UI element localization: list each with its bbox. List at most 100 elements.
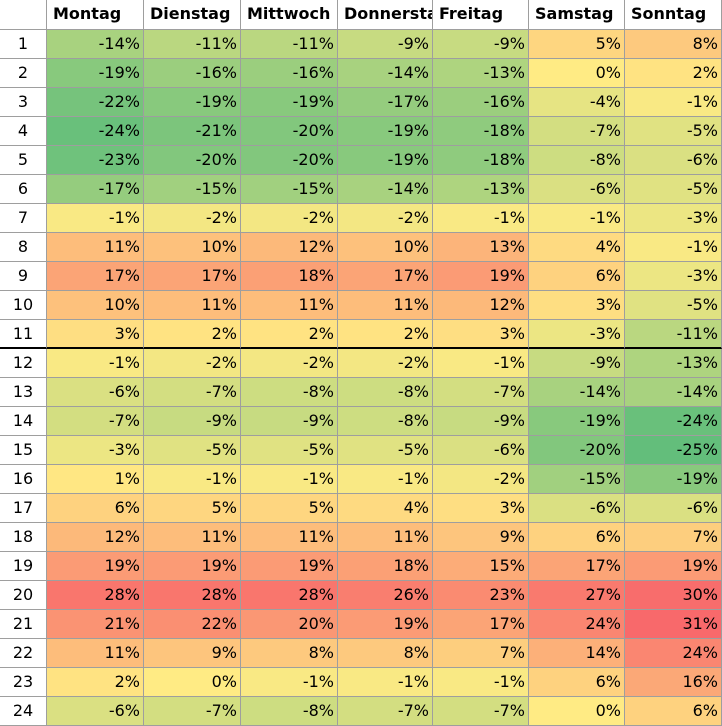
- data-cell[interactable]: 18%: [338, 552, 433, 581]
- data-cell[interactable]: -3%: [47, 436, 144, 465]
- data-cell[interactable]: -6%: [625, 146, 722, 175]
- data-cell[interactable]: 28%: [241, 581, 338, 610]
- row-header[interactable]: 5: [0, 146, 47, 175]
- corner-cell[interactable]: [0, 0, 47, 30]
- data-cell[interactable]: -1%: [338, 465, 433, 494]
- data-cell[interactable]: -18%: [433, 117, 529, 146]
- column-header[interactable]: Donnersta: [338, 0, 433, 30]
- data-cell[interactable]: 3%: [529, 291, 625, 320]
- data-cell[interactable]: 20%: [241, 610, 338, 639]
- data-cell[interactable]: 28%: [47, 581, 144, 610]
- data-cell[interactable]: -5%: [625, 117, 722, 146]
- data-cell[interactable]: -20%: [144, 146, 241, 175]
- data-cell[interactable]: -16%: [433, 88, 529, 117]
- data-cell[interactable]: 3%: [433, 494, 529, 523]
- data-cell[interactable]: 4%: [529, 233, 625, 262]
- data-cell[interactable]: -1%: [529, 204, 625, 233]
- row-header[interactable]: 14: [0, 407, 47, 436]
- data-cell[interactable]: -7%: [433, 697, 529, 726]
- data-cell[interactable]: -7%: [144, 697, 241, 726]
- data-cell[interactable]: -1%: [625, 88, 722, 117]
- data-cell[interactable]: 26%: [338, 581, 433, 610]
- row-header[interactable]: 24: [0, 697, 47, 726]
- data-cell[interactable]: 12%: [47, 523, 144, 552]
- data-cell[interactable]: 21%: [47, 610, 144, 639]
- column-header[interactable]: Sonntag: [625, 0, 722, 30]
- data-cell[interactable]: -25%: [625, 436, 722, 465]
- data-cell[interactable]: 10%: [144, 233, 241, 262]
- data-cell[interactable]: -6%: [47, 378, 144, 407]
- data-cell[interactable]: -7%: [338, 697, 433, 726]
- data-cell[interactable]: 30%: [625, 581, 722, 610]
- data-cell[interactable]: 19%: [338, 610, 433, 639]
- data-cell[interactable]: -7%: [47, 407, 144, 436]
- data-cell[interactable]: 16%: [625, 668, 722, 697]
- data-cell[interactable]: 0%: [529, 59, 625, 88]
- data-cell[interactable]: -9%: [529, 349, 625, 378]
- data-cell[interactable]: 11%: [241, 291, 338, 320]
- data-cell[interactable]: 10%: [338, 233, 433, 262]
- data-cell[interactable]: -8%: [338, 407, 433, 436]
- data-cell[interactable]: 17%: [433, 610, 529, 639]
- data-cell[interactable]: 2%: [241, 320, 338, 349]
- data-cell[interactable]: -2%: [144, 204, 241, 233]
- data-cell[interactable]: 5%: [241, 494, 338, 523]
- data-cell[interactable]: 2%: [625, 59, 722, 88]
- data-cell[interactable]: -9%: [144, 407, 241, 436]
- row-header[interactable]: 8: [0, 233, 47, 262]
- row-header[interactable]: 9: [0, 262, 47, 291]
- data-cell[interactable]: -15%: [241, 175, 338, 204]
- data-cell[interactable]: -17%: [47, 175, 144, 204]
- row-header[interactable]: 3: [0, 88, 47, 117]
- data-cell[interactable]: -19%: [625, 465, 722, 494]
- data-cell[interactable]: -24%: [625, 407, 722, 436]
- row-header[interactable]: 2: [0, 59, 47, 88]
- data-cell[interactable]: -2%: [338, 204, 433, 233]
- row-header[interactable]: 23: [0, 668, 47, 697]
- data-cell[interactable]: -20%: [241, 117, 338, 146]
- data-cell[interactable]: 6%: [529, 668, 625, 697]
- data-cell[interactable]: 1%: [47, 465, 144, 494]
- data-cell[interactable]: -14%: [338, 59, 433, 88]
- data-cell[interactable]: -1%: [433, 204, 529, 233]
- data-cell[interactable]: -6%: [625, 494, 722, 523]
- data-cell[interactable]: 8%: [241, 639, 338, 668]
- column-header[interactable]: Mittwoch: [241, 0, 338, 30]
- data-cell[interactable]: 19%: [47, 552, 144, 581]
- data-cell[interactable]: 3%: [47, 320, 144, 349]
- data-cell[interactable]: 11%: [144, 523, 241, 552]
- data-cell[interactable]: 2%: [144, 320, 241, 349]
- data-cell[interactable]: 24%: [625, 639, 722, 668]
- data-cell[interactable]: -11%: [625, 320, 722, 349]
- data-cell[interactable]: -4%: [529, 88, 625, 117]
- data-cell[interactable]: -20%: [241, 146, 338, 175]
- data-cell[interactable]: -19%: [338, 146, 433, 175]
- row-header[interactable]: 4: [0, 117, 47, 146]
- row-header[interactable]: 12: [0, 349, 47, 378]
- row-header[interactable]: 1: [0, 30, 47, 59]
- data-cell[interactable]: -1%: [47, 349, 144, 378]
- data-cell[interactable]: 18%: [241, 262, 338, 291]
- data-cell[interactable]: -7%: [144, 378, 241, 407]
- data-cell[interactable]: 19%: [144, 552, 241, 581]
- data-cell[interactable]: -19%: [338, 117, 433, 146]
- data-cell[interactable]: 23%: [433, 581, 529, 610]
- row-header[interactable]: 22: [0, 639, 47, 668]
- data-cell[interactable]: 22%: [144, 610, 241, 639]
- data-cell[interactable]: -13%: [433, 175, 529, 204]
- data-cell[interactable]: 19%: [433, 262, 529, 291]
- data-cell[interactable]: -21%: [144, 117, 241, 146]
- data-cell[interactable]: 24%: [529, 610, 625, 639]
- row-header[interactable]: 15: [0, 436, 47, 465]
- data-cell[interactable]: 12%: [433, 291, 529, 320]
- row-header[interactable]: 16: [0, 465, 47, 494]
- data-cell[interactable]: -19%: [47, 59, 144, 88]
- data-cell[interactable]: 11%: [47, 639, 144, 668]
- data-cell[interactable]: -9%: [338, 30, 433, 59]
- data-cell[interactable]: -1%: [241, 668, 338, 697]
- row-header[interactable]: 11: [0, 320, 47, 349]
- data-cell[interactable]: -23%: [47, 146, 144, 175]
- data-cell[interactable]: -2%: [338, 349, 433, 378]
- data-cell[interactable]: 9%: [433, 523, 529, 552]
- data-cell[interactable]: 12%: [241, 233, 338, 262]
